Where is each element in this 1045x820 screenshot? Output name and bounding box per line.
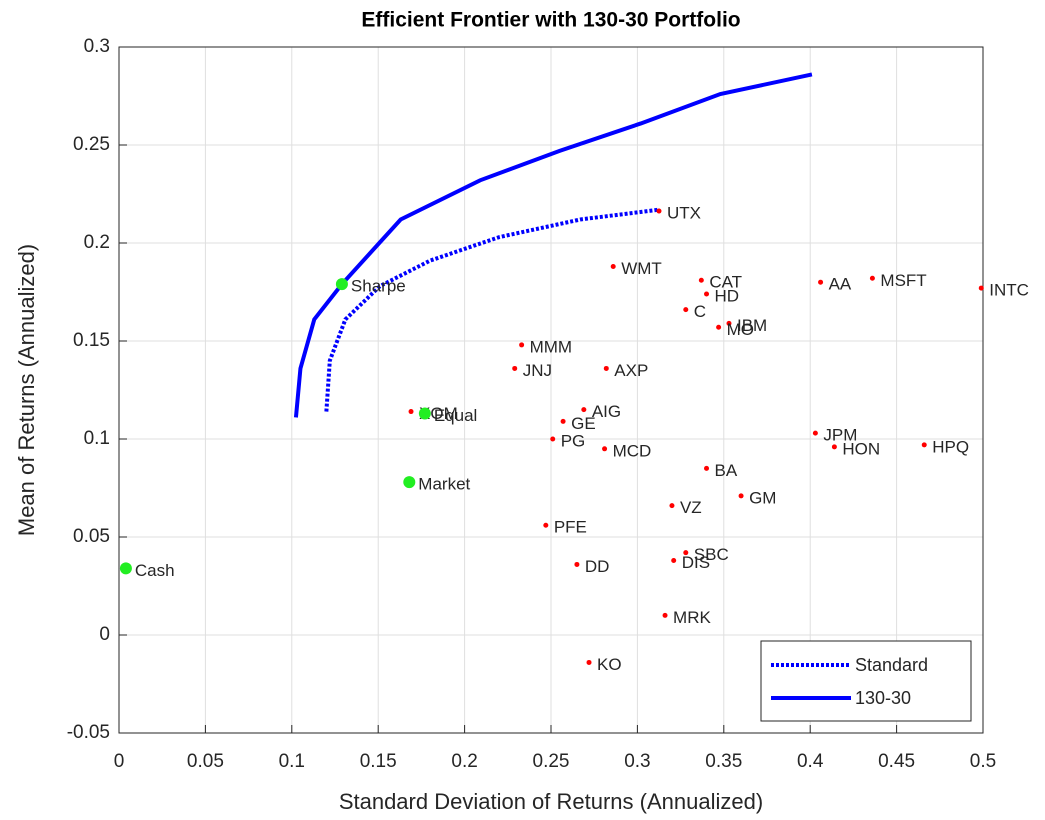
asset-point xyxy=(683,307,689,313)
x-tick-label: 0.1 xyxy=(279,751,305,772)
point-label: GE xyxy=(571,414,596,433)
portfolio-point xyxy=(119,562,132,575)
legend-label: 130-30 xyxy=(855,688,911,708)
asset-point xyxy=(716,324,722,330)
point-label: HPQ xyxy=(932,437,969,456)
y-tick-label: 0.15 xyxy=(73,330,110,351)
x-tick-label: 0.15 xyxy=(360,751,397,772)
legend-box xyxy=(760,640,972,722)
asset-point xyxy=(603,365,609,371)
frontier-line xyxy=(324,207,660,412)
point-label: JNJ xyxy=(523,361,552,380)
y-tick-label: 0.2 xyxy=(84,232,110,253)
point-label: CAT xyxy=(709,273,742,292)
point-label: IBM xyxy=(737,316,767,335)
point-label: AXP xyxy=(614,361,648,380)
point-label: MCD xyxy=(613,441,652,460)
asset-point xyxy=(726,320,732,326)
point-label: MRK xyxy=(673,608,711,627)
asset-point xyxy=(574,561,580,567)
asset-point xyxy=(671,558,677,564)
point-label: PG xyxy=(561,431,586,450)
x-axis-label: Standard Deviation of Returns (Annualize… xyxy=(339,789,763,814)
point-label: DD xyxy=(585,557,610,576)
point-label: Sharpe xyxy=(351,277,406,296)
point-label: BA xyxy=(715,461,738,480)
asset-point xyxy=(656,208,662,214)
asset-point xyxy=(586,659,592,665)
asset-point xyxy=(581,407,587,413)
axes-box xyxy=(118,46,984,734)
point-label: WMT xyxy=(621,259,662,278)
y-tick-label: -0.05 xyxy=(67,722,110,743)
asset-point xyxy=(704,291,710,297)
y-axis-label: Mean of Returns (Annualized) xyxy=(14,244,39,536)
x-tick-label: 0.5 xyxy=(970,751,996,772)
point-label: MO xyxy=(727,320,754,339)
asset-point xyxy=(978,285,984,291)
point-label: DIS xyxy=(682,553,710,572)
y-tick-label: 0.1 xyxy=(84,428,110,449)
point-label: Equal xyxy=(434,406,477,425)
y-tick-label: 0.25 xyxy=(73,134,110,155)
point-label: MMM xyxy=(530,337,572,356)
asset-point xyxy=(512,365,518,371)
point-label: VZ xyxy=(680,498,702,517)
asset-point xyxy=(408,409,414,415)
y-tick-label: 0 xyxy=(99,624,110,645)
asset-point xyxy=(698,277,704,283)
point-label: UTX xyxy=(667,204,701,223)
point-label: GM xyxy=(749,488,776,507)
asset-point xyxy=(662,612,668,618)
asset-point xyxy=(669,503,675,509)
point-label: INTC xyxy=(989,281,1029,300)
chart-title: Efficient Frontier with 130-30 Portfolio xyxy=(361,9,740,32)
frontier-line xyxy=(293,72,813,418)
point-label: Market xyxy=(418,475,470,494)
point-label: HD xyxy=(715,286,740,305)
point-label: MSFT xyxy=(880,271,926,290)
point-label: KO xyxy=(597,655,622,674)
point-label: JPM xyxy=(823,426,857,445)
x-tick-label: 0.4 xyxy=(797,751,824,772)
portfolio-point xyxy=(335,278,348,291)
point-label: PFE xyxy=(554,518,587,537)
point-label: AA xyxy=(829,275,852,294)
y-tick-label: 0.05 xyxy=(73,526,110,547)
asset-point xyxy=(704,465,710,471)
asset-point xyxy=(921,442,927,448)
asset-point xyxy=(818,279,824,285)
legend: Standard 130-30 xyxy=(760,640,972,722)
point-label: SBC xyxy=(694,545,729,564)
asset-point xyxy=(869,275,875,281)
point-label: AIG xyxy=(592,402,621,421)
x-tick-label: 0.05 xyxy=(187,751,224,772)
point-label: C xyxy=(694,302,706,321)
asset-point xyxy=(610,264,616,270)
asset-point xyxy=(812,430,818,436)
asset-point xyxy=(550,436,556,442)
x-tick-label: 0.35 xyxy=(705,751,742,772)
x-tick-label: 0.25 xyxy=(533,751,570,772)
portfolio-point xyxy=(418,407,431,420)
asset-point xyxy=(519,342,525,348)
legend-label: Standard xyxy=(855,655,928,675)
portfolio-point xyxy=(403,476,416,489)
point-label: Cash xyxy=(135,561,175,580)
asset-point xyxy=(543,522,549,528)
x-tick-label: 0.45 xyxy=(878,751,915,772)
asset-point xyxy=(560,418,566,424)
asset-point xyxy=(602,446,608,452)
x-tick-label: 0 xyxy=(114,751,125,772)
asset-point xyxy=(683,550,689,556)
y-tick-label: 0.3 xyxy=(84,36,110,57)
point-label: XOM xyxy=(419,404,458,423)
x-tick-label: 0.3 xyxy=(624,751,650,772)
asset-point xyxy=(738,493,744,499)
point-label: HON xyxy=(842,439,880,458)
asset-point xyxy=(831,444,837,450)
x-tick-label: 0.2 xyxy=(451,751,477,772)
